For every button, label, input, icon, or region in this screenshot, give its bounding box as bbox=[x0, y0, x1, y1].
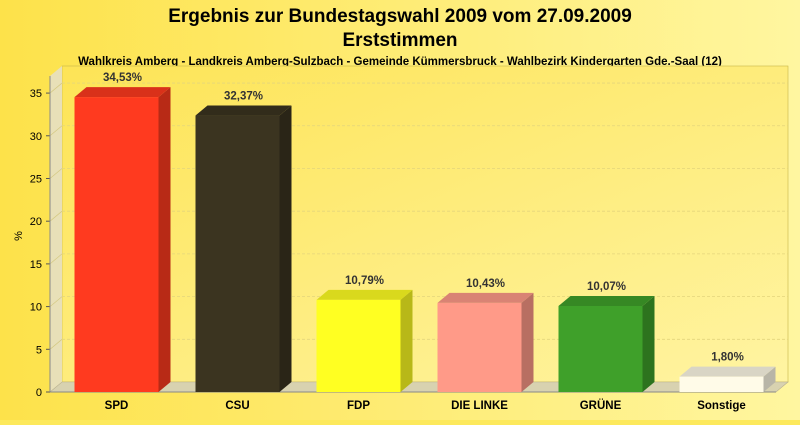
x-tick-label: FDP bbox=[347, 400, 370, 412]
data-label: 10,43% bbox=[466, 278, 505, 290]
chart-title-line-2: Erststimmen bbox=[342, 30, 457, 51]
data-label: 10,79% bbox=[345, 275, 384, 287]
plot-back-wall bbox=[61, 65, 789, 383]
gridline bbox=[49, 339, 63, 350]
bar-die-linke bbox=[437, 302, 522, 392]
y-tick-label: 25 bbox=[30, 173, 42, 185]
x-tick-label: CSU bbox=[225, 400, 249, 412]
bar-fdp bbox=[316, 299, 401, 392]
y-tick-label: 10 bbox=[30, 302, 42, 314]
x-tick-label: GRÜNE bbox=[580, 399, 622, 412]
gridline bbox=[49, 125, 63, 137]
x-tick-label: DIE LINKE bbox=[451, 400, 508, 412]
chart-title: Ergebnis zur Bundestagswahl 2009 vom 27.… bbox=[168, 6, 632, 27]
gridline bbox=[49, 253, 63, 265]
y-tick-label: 5 bbox=[36, 344, 42, 356]
bar-spd bbox=[74, 97, 159, 392]
data-label: 10,07% bbox=[587, 281, 626, 293]
bar-sonstige bbox=[679, 376, 764, 392]
gridline bbox=[49, 168, 63, 179]
y-tick-label: 0 bbox=[36, 387, 42, 399]
y-tick-label: 20 bbox=[30, 216, 42, 228]
bar-top bbox=[437, 292, 534, 303]
plot-area: 0 5 10 15 20 25 30 35 34,53% SPD 32,37% CSU 10,79% FD… bbox=[30, 65, 789, 412]
y-tick-label: 30 bbox=[30, 131, 42, 143]
bar-top bbox=[316, 289, 413, 300]
x-tick-label: SPD bbox=[105, 400, 129, 412]
bar-gr-ne bbox=[558, 305, 643, 392]
bar-top bbox=[558, 295, 655, 306]
data-label: 32,37% bbox=[224, 91, 263, 103]
x-tick-label: Sonstige bbox=[697, 400, 746, 412]
gridline bbox=[49, 296, 63, 307]
y-tick-label: 35 bbox=[30, 88, 42, 100]
plot-left-wall bbox=[50, 66, 62, 392]
bar-side bbox=[279, 105, 292, 393]
gridline bbox=[49, 82, 63, 94]
bar-side bbox=[642, 295, 655, 392]
bar-side bbox=[763, 366, 776, 392]
bar-top bbox=[195, 105, 292, 116]
bar-top bbox=[74, 87, 171, 98]
y-axis-label: % bbox=[13, 231, 25, 241]
bar-side bbox=[521, 292, 534, 392]
gridline bbox=[49, 210, 63, 222]
data-label: 34,53% bbox=[103, 72, 142, 84]
bar-top bbox=[679, 366, 776, 377]
bar-csu bbox=[195, 115, 280, 393]
bar-side bbox=[400, 289, 413, 392]
chart-subtitle: Wahlkreis Amberg - Landkreis Amberg-Sulz… bbox=[78, 56, 722, 68]
y-tick-label: 15 bbox=[30, 259, 42, 271]
bar-side bbox=[158, 87, 171, 392]
data-label: 1,80% bbox=[711, 352, 744, 364]
